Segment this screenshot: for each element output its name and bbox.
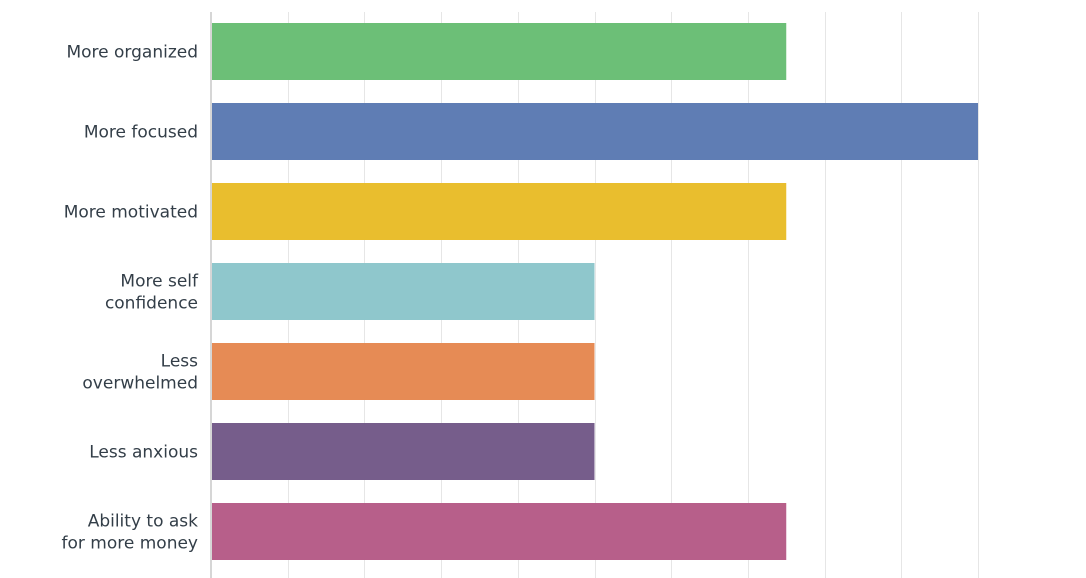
category-label-line: Ability to ask bbox=[88, 512, 198, 532]
category-label: More self confidence bbox=[105, 272, 199, 314]
category-label: More organized bbox=[66, 43, 198, 63]
bar bbox=[212, 183, 787, 240]
category-label-line: More focused bbox=[84, 123, 198, 143]
bar bbox=[212, 263, 595, 320]
category-label-line: More self bbox=[120, 272, 199, 292]
bar bbox=[212, 103, 978, 160]
category-label-line: Less bbox=[161, 352, 198, 372]
category-labels: More organized More focused More motivated… bbox=[62, 43, 199, 554]
bar bbox=[212, 503, 787, 560]
bar bbox=[212, 343, 595, 400]
category-label: More motivated bbox=[64, 203, 198, 223]
bars-layer bbox=[212, 23, 978, 560]
category-label-line: Less anxious bbox=[89, 443, 198, 463]
category-label: Less overwhelmed bbox=[82, 352, 198, 394]
category-label: Less anxious bbox=[89, 443, 198, 463]
bar bbox=[212, 423, 595, 480]
category-label-line: for more money bbox=[62, 534, 198, 554]
category-label: Ability to ask for more money bbox=[62, 512, 199, 554]
category-label: More focused bbox=[84, 123, 198, 143]
category-label-line: More motivated bbox=[64, 203, 198, 223]
bar bbox=[212, 23, 787, 80]
category-label-line: More organized bbox=[66, 43, 198, 63]
category-label-line: overwhelmed bbox=[82, 374, 198, 394]
category-label-line: confidence bbox=[105, 294, 198, 314]
